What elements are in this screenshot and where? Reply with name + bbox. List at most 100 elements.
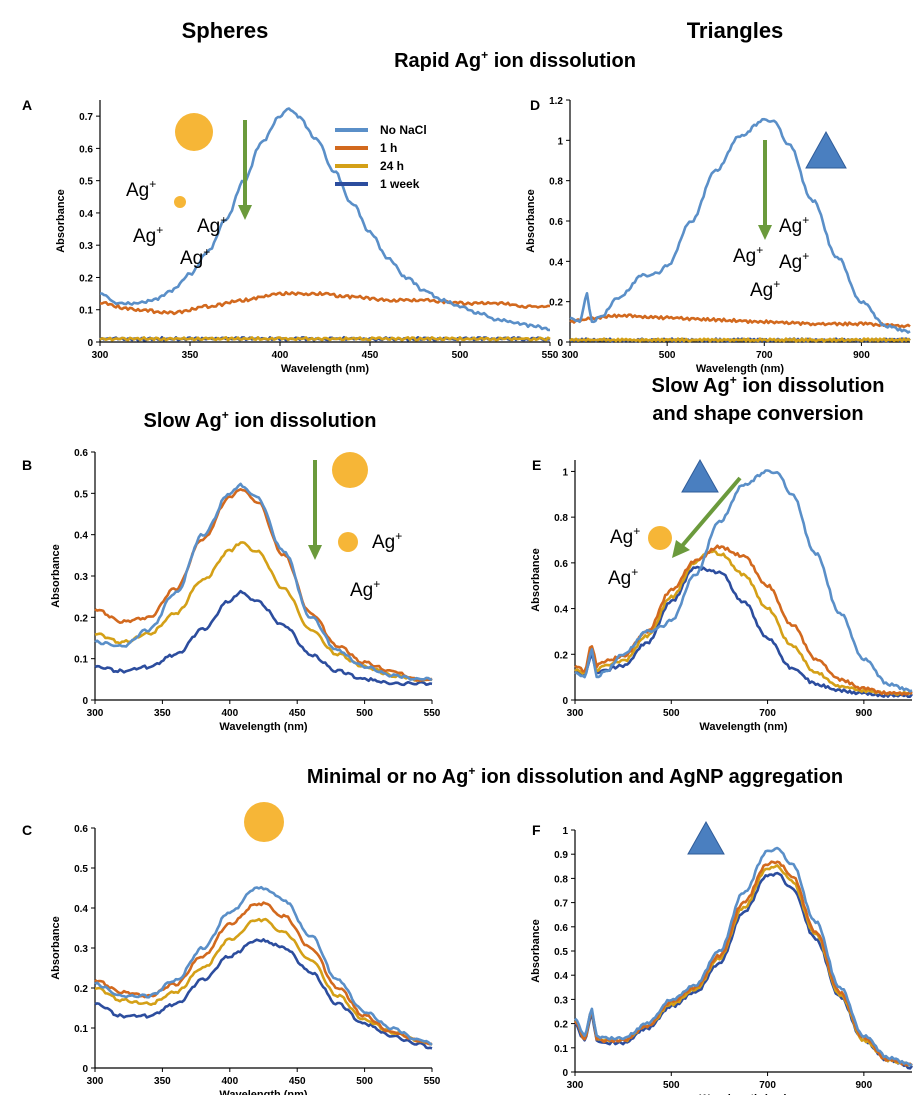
- y-tick-label: 0.2: [554, 1020, 568, 1031]
- x-tick-label: 450: [289, 1076, 306, 1087]
- series-line-no-nacl: [94, 482, 433, 682]
- chart-panel-e: 0 0.2 0.4 0.6 0.8 1 300 500 700 900 Wavelength (nm…: [530, 460, 914, 733]
- ag-ion-label: Ag+: [779, 249, 809, 273]
- chart-panel-a: 0 0.1 0.2 0.3 0.4 0.5 0.6 0.7 300 350 400 450 500 550…: [55, 100, 559, 375]
- y-tick-label: 0.5: [74, 489, 88, 500]
- chart-panel-d: 0 0.2 0.4 0.6 0.8 1 1.2 300 500 700 900 Wavelength …: [525, 96, 911, 375]
- x-tick-label: 350: [182, 350, 199, 361]
- legend-label: 1 week: [380, 177, 420, 191]
- y-axis-label: Absorbance: [530, 919, 542, 983]
- panel-label-b: B: [22, 457, 32, 473]
- y-tick-label: 0: [82, 696, 88, 707]
- y-tick-label: 0.7: [79, 112, 93, 123]
- y-tick-label: 0.1: [74, 1024, 88, 1035]
- y-tick-label: 0.6: [554, 923, 568, 934]
- annotations: [174, 113, 847, 855]
- x-tick-label: 550: [542, 350, 559, 361]
- y-tick-label: 0: [562, 1068, 568, 1079]
- ag-ion-label: Ag+: [197, 213, 227, 237]
- y-tick-label: 0.3: [554, 995, 568, 1006]
- series-line-1-week: [94, 589, 433, 687]
- y-tick-label: 0.6: [554, 559, 568, 570]
- panel-label-f: F: [532, 822, 541, 838]
- arrow-diagonal-icon: [680, 476, 742, 548]
- x-tick-label: 550: [424, 1076, 441, 1087]
- ag-ion-label: Ag+: [779, 213, 809, 237]
- x-tick-label: 350: [154, 1076, 171, 1087]
- x-tick-label: 300: [87, 1076, 104, 1087]
- x-tick-label: 300: [562, 350, 579, 361]
- slow-dissolution-heading: Slow Ag+ ion dissolution: [144, 408, 377, 432]
- y-tick-label: 0.4: [554, 971, 568, 982]
- rapid-dissolution-heading: Rapid Ag+ ion dissolution: [394, 48, 636, 72]
- ag-ion-label: Ag+: [372, 529, 402, 553]
- sphere-icon: [175, 113, 213, 151]
- y-axis-label: Absorbance: [55, 189, 67, 253]
- arrow-head-icon: [238, 205, 252, 220]
- x-tick-label: 300: [92, 350, 109, 361]
- ag-ion-label: Ag+: [733, 243, 763, 267]
- y-tick-label: 0.7: [554, 899, 568, 910]
- y-tick-label: 1: [562, 467, 568, 478]
- ag-ion-label: Ag+: [750, 277, 780, 301]
- y-tick-label: 0.3: [74, 572, 88, 583]
- series-line-24-h: [94, 541, 433, 682]
- x-axis-label: Wavelength (nm): [281, 363, 370, 375]
- x-tick-label: 400: [221, 708, 238, 719]
- ag-ion-label: Ag+: [133, 223, 163, 247]
- sphere-icon: [332, 452, 368, 488]
- y-tick-label: 1: [562, 826, 568, 837]
- ag-ion-label: Ag+: [610, 524, 640, 548]
- chart-panel-f: 0 0.1 0.2 0.3 0.4 0.5 0.6 0.7 0.8 0.9 1 300 500 700 90…: [530, 826, 914, 1095]
- small-sphere-icon: [174, 196, 186, 208]
- y-tick-label: 1.2: [549, 96, 563, 107]
- triangle-icon: [681, 458, 719, 493]
- x-tick-label: 700: [759, 708, 776, 719]
- y-tick-label: 0.4: [554, 605, 568, 616]
- series-line-1-h: [94, 488, 433, 682]
- y-tick-label: 1: [557, 136, 563, 147]
- x-tick-label: 300: [567, 1080, 584, 1091]
- x-axis-label: Wavelength (nm): [219, 1089, 308, 1095]
- series-line-24-h: [574, 549, 913, 696]
- sphere-icon: [244, 802, 284, 842]
- x-tick-label: 350: [154, 708, 171, 719]
- chart-panel-c: 0 0.1 0.2 0.3 0.4 0.5 0.6 300 350 400 450 500 550 Wav…: [50, 824, 441, 1095]
- y-tick-label: 0.8: [554, 513, 568, 524]
- series-line-1-h: [99, 290, 550, 316]
- y-axis-label: Absorbance: [50, 916, 62, 980]
- shape-conversion-heading: and shape conversion: [652, 403, 863, 425]
- y-tick-label: 0.3: [74, 944, 88, 955]
- y-tick-label: 0.2: [79, 273, 93, 284]
- panel-label-d: D: [530, 97, 540, 113]
- small-sphere-icon: [338, 532, 358, 552]
- slow-dissolution-shape-heading: Slow Ag+ ion dissolution: [652, 373, 885, 397]
- legend: No NaCl 1 h 24 h 1 week: [335, 123, 427, 191]
- x-tick-label: 300: [567, 708, 584, 719]
- y-tick-label: 0.5: [74, 864, 88, 875]
- x-tick-label: 900: [856, 1080, 873, 1091]
- x-tick-label: 700: [759, 1080, 776, 1091]
- series-line-1-week: [574, 565, 914, 698]
- x-tick-label: 550: [424, 708, 441, 719]
- y-tick-label: 0: [87, 338, 93, 349]
- panel-label-e: E: [532, 457, 541, 473]
- arrow-head-icon: [308, 545, 322, 560]
- y-tick-label: 0: [82, 1064, 88, 1075]
- series-line-24-h: [569, 337, 911, 343]
- series-line-24-h: [99, 336, 551, 342]
- y-tick-label: 0.6: [549, 217, 563, 228]
- y-tick-label: 0: [562, 696, 568, 707]
- ag-ion-label: Ag+: [126, 177, 156, 201]
- series-line-no-nacl: [569, 117, 911, 334]
- y-tick-label: 0.6: [74, 824, 88, 835]
- ion-labels: Ag+ Ag+ Ag+ Ag+ Ag+ Ag+ Ag+ Ag+ Ag+ Ag+ Ag+ Ag+: [126, 177, 809, 601]
- x-tick-label: 500: [356, 708, 373, 719]
- y-tick-label: 0.4: [549, 257, 563, 268]
- chart-panel-b: 0 0.1 0.2 0.3 0.4 0.5 0.6 300 350 400 450 500 550 Wav…: [50, 448, 441, 733]
- x-tick-label: 500: [659, 350, 676, 361]
- ag-ion-label: Ag+: [180, 245, 210, 269]
- series-line-1-week: [94, 938, 433, 1050]
- arrow-head-icon: [672, 540, 690, 558]
